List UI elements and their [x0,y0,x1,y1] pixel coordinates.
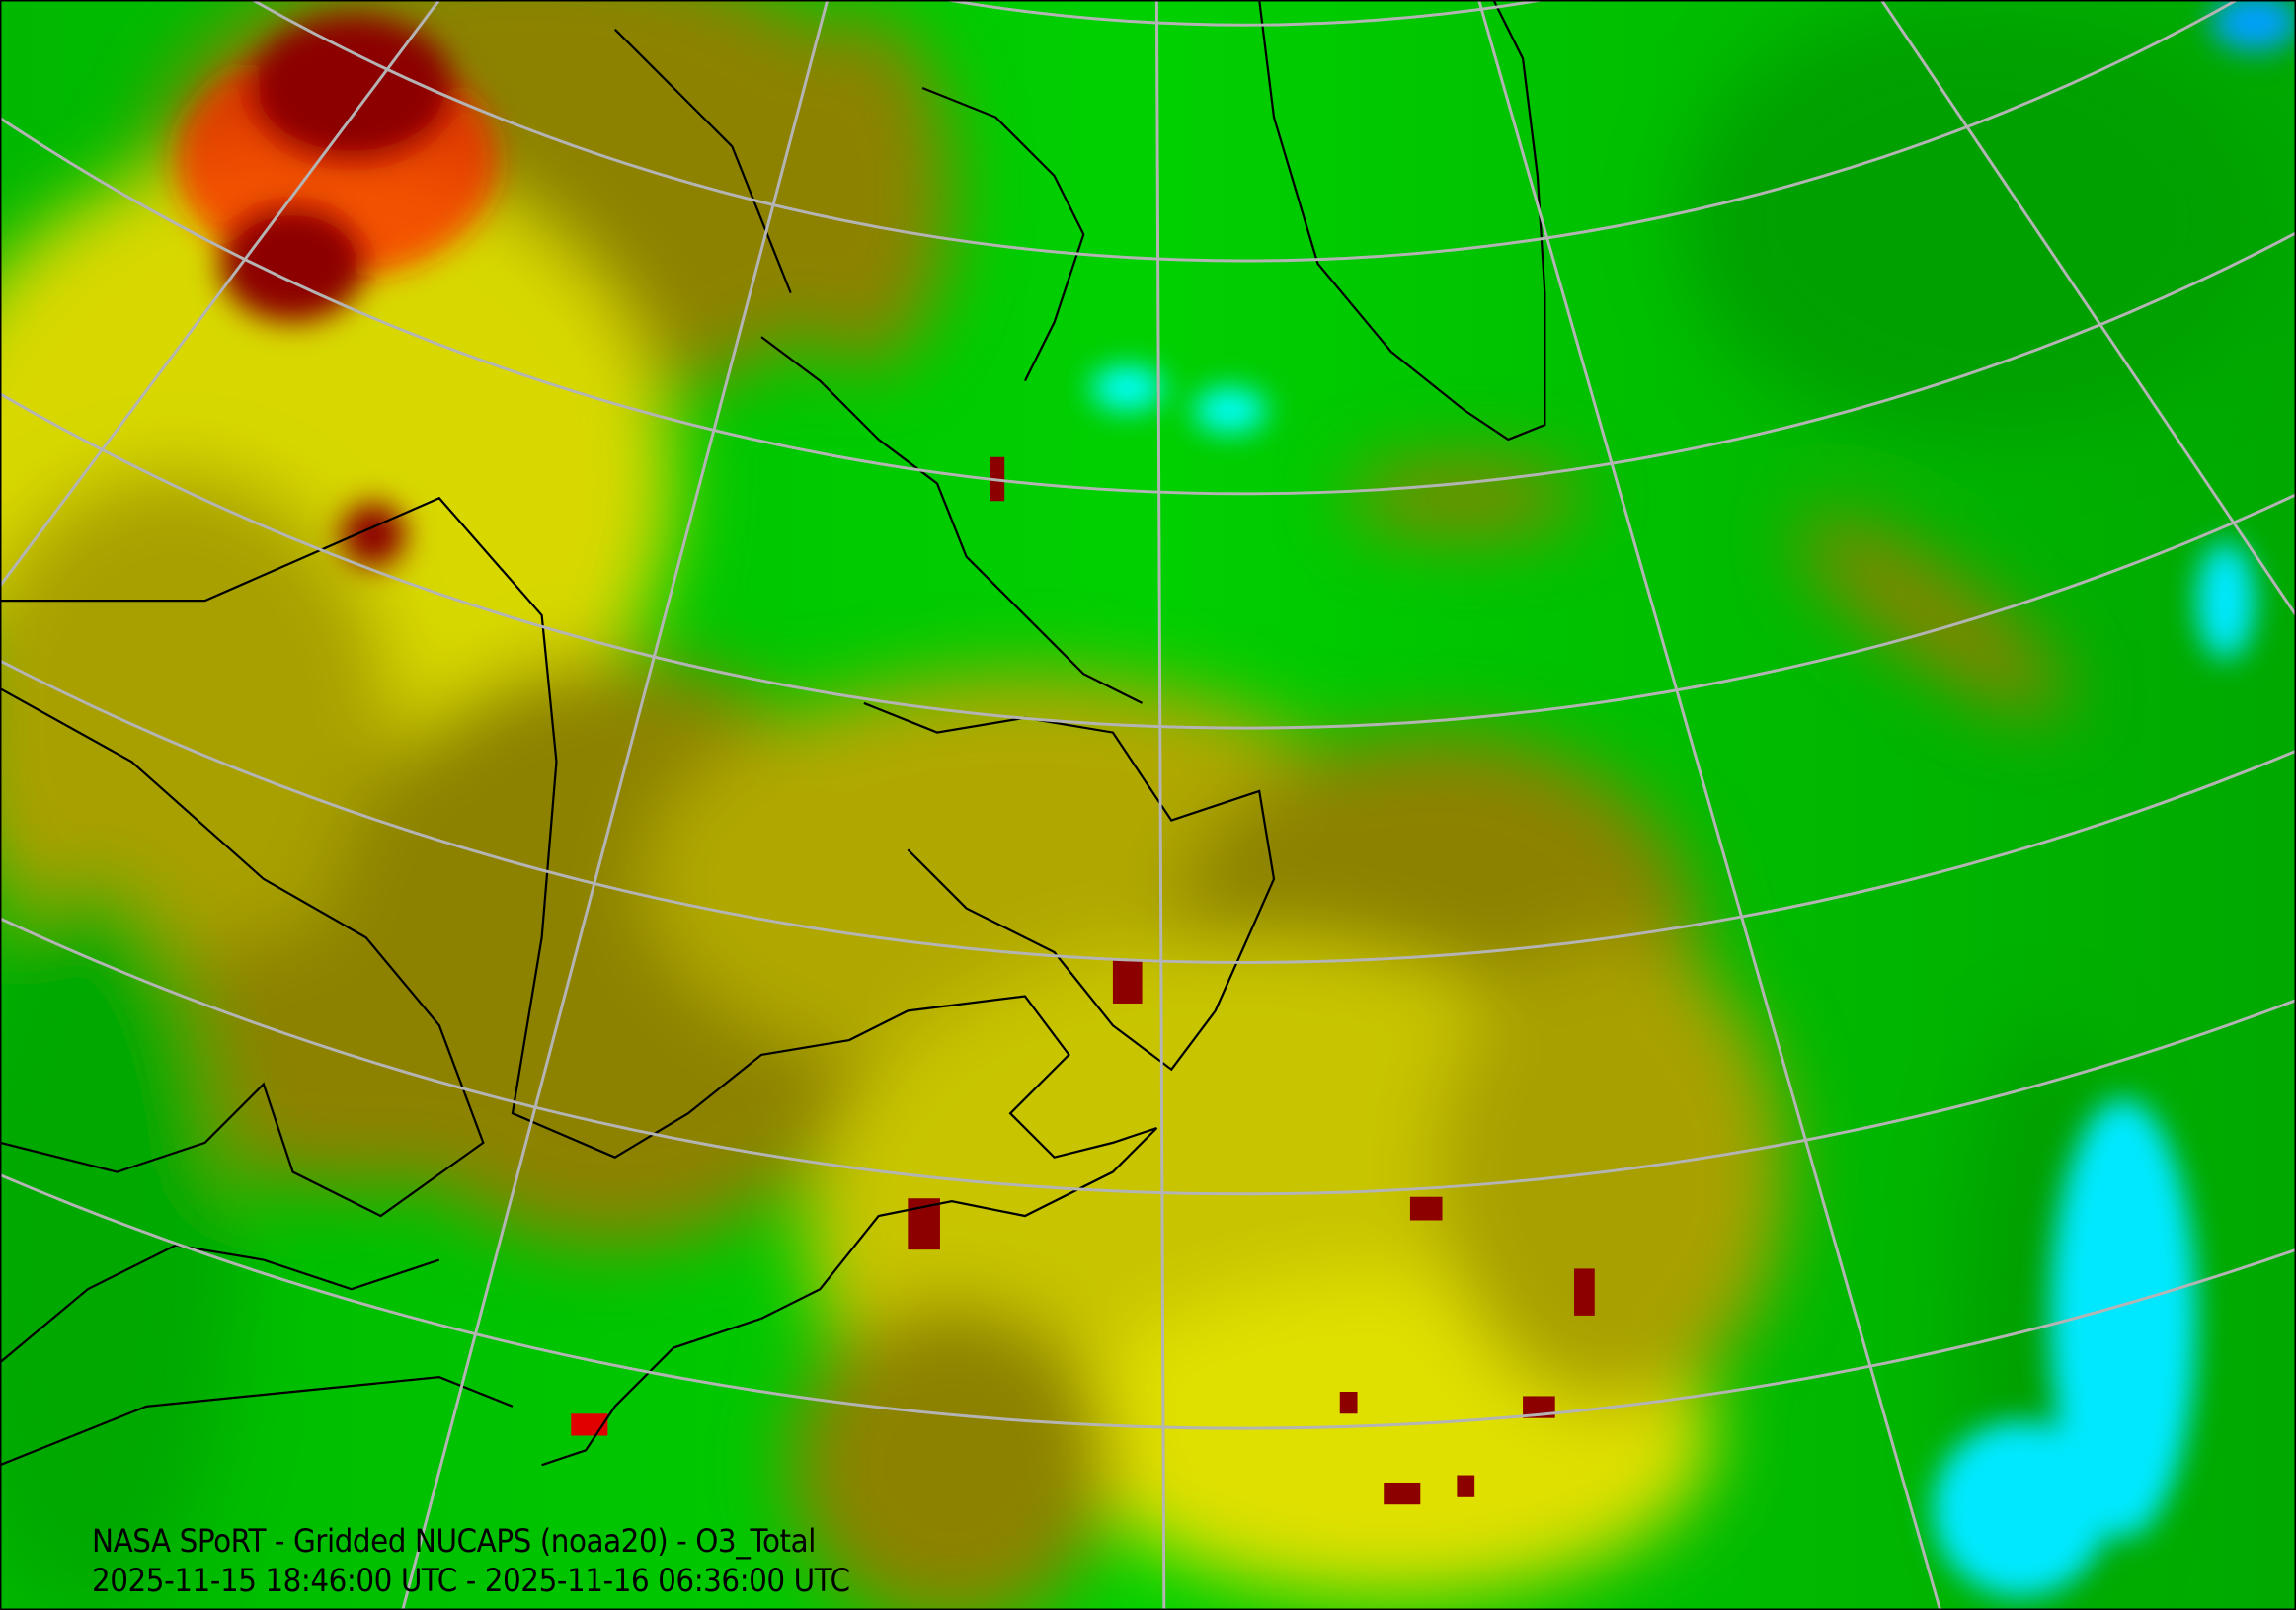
parallel-line [0,916,2296,1195]
map-title: NASA SPoRT - Gridded NUCAPS (noaa20) - O… [92,1522,816,1560]
parallel-line [249,0,2240,262]
meridian-line [0,0,441,588]
ozone-extremes [175,0,2296,1597]
parallel-line [939,0,1550,27]
meridian-line [401,0,830,1610]
meridian-line [1154,0,1166,1610]
parallel-line [0,1172,2296,1429]
parallel-line [0,391,2296,729]
parallel-line [0,115,2296,495]
map-time-range: 2025-11-15 18:46:00 UTC - 2025-11-16 06:… [92,1562,850,1599]
meridian-line [1880,0,2296,616]
parallel-line [0,658,2296,964]
meridian-line [1477,0,1942,1610]
